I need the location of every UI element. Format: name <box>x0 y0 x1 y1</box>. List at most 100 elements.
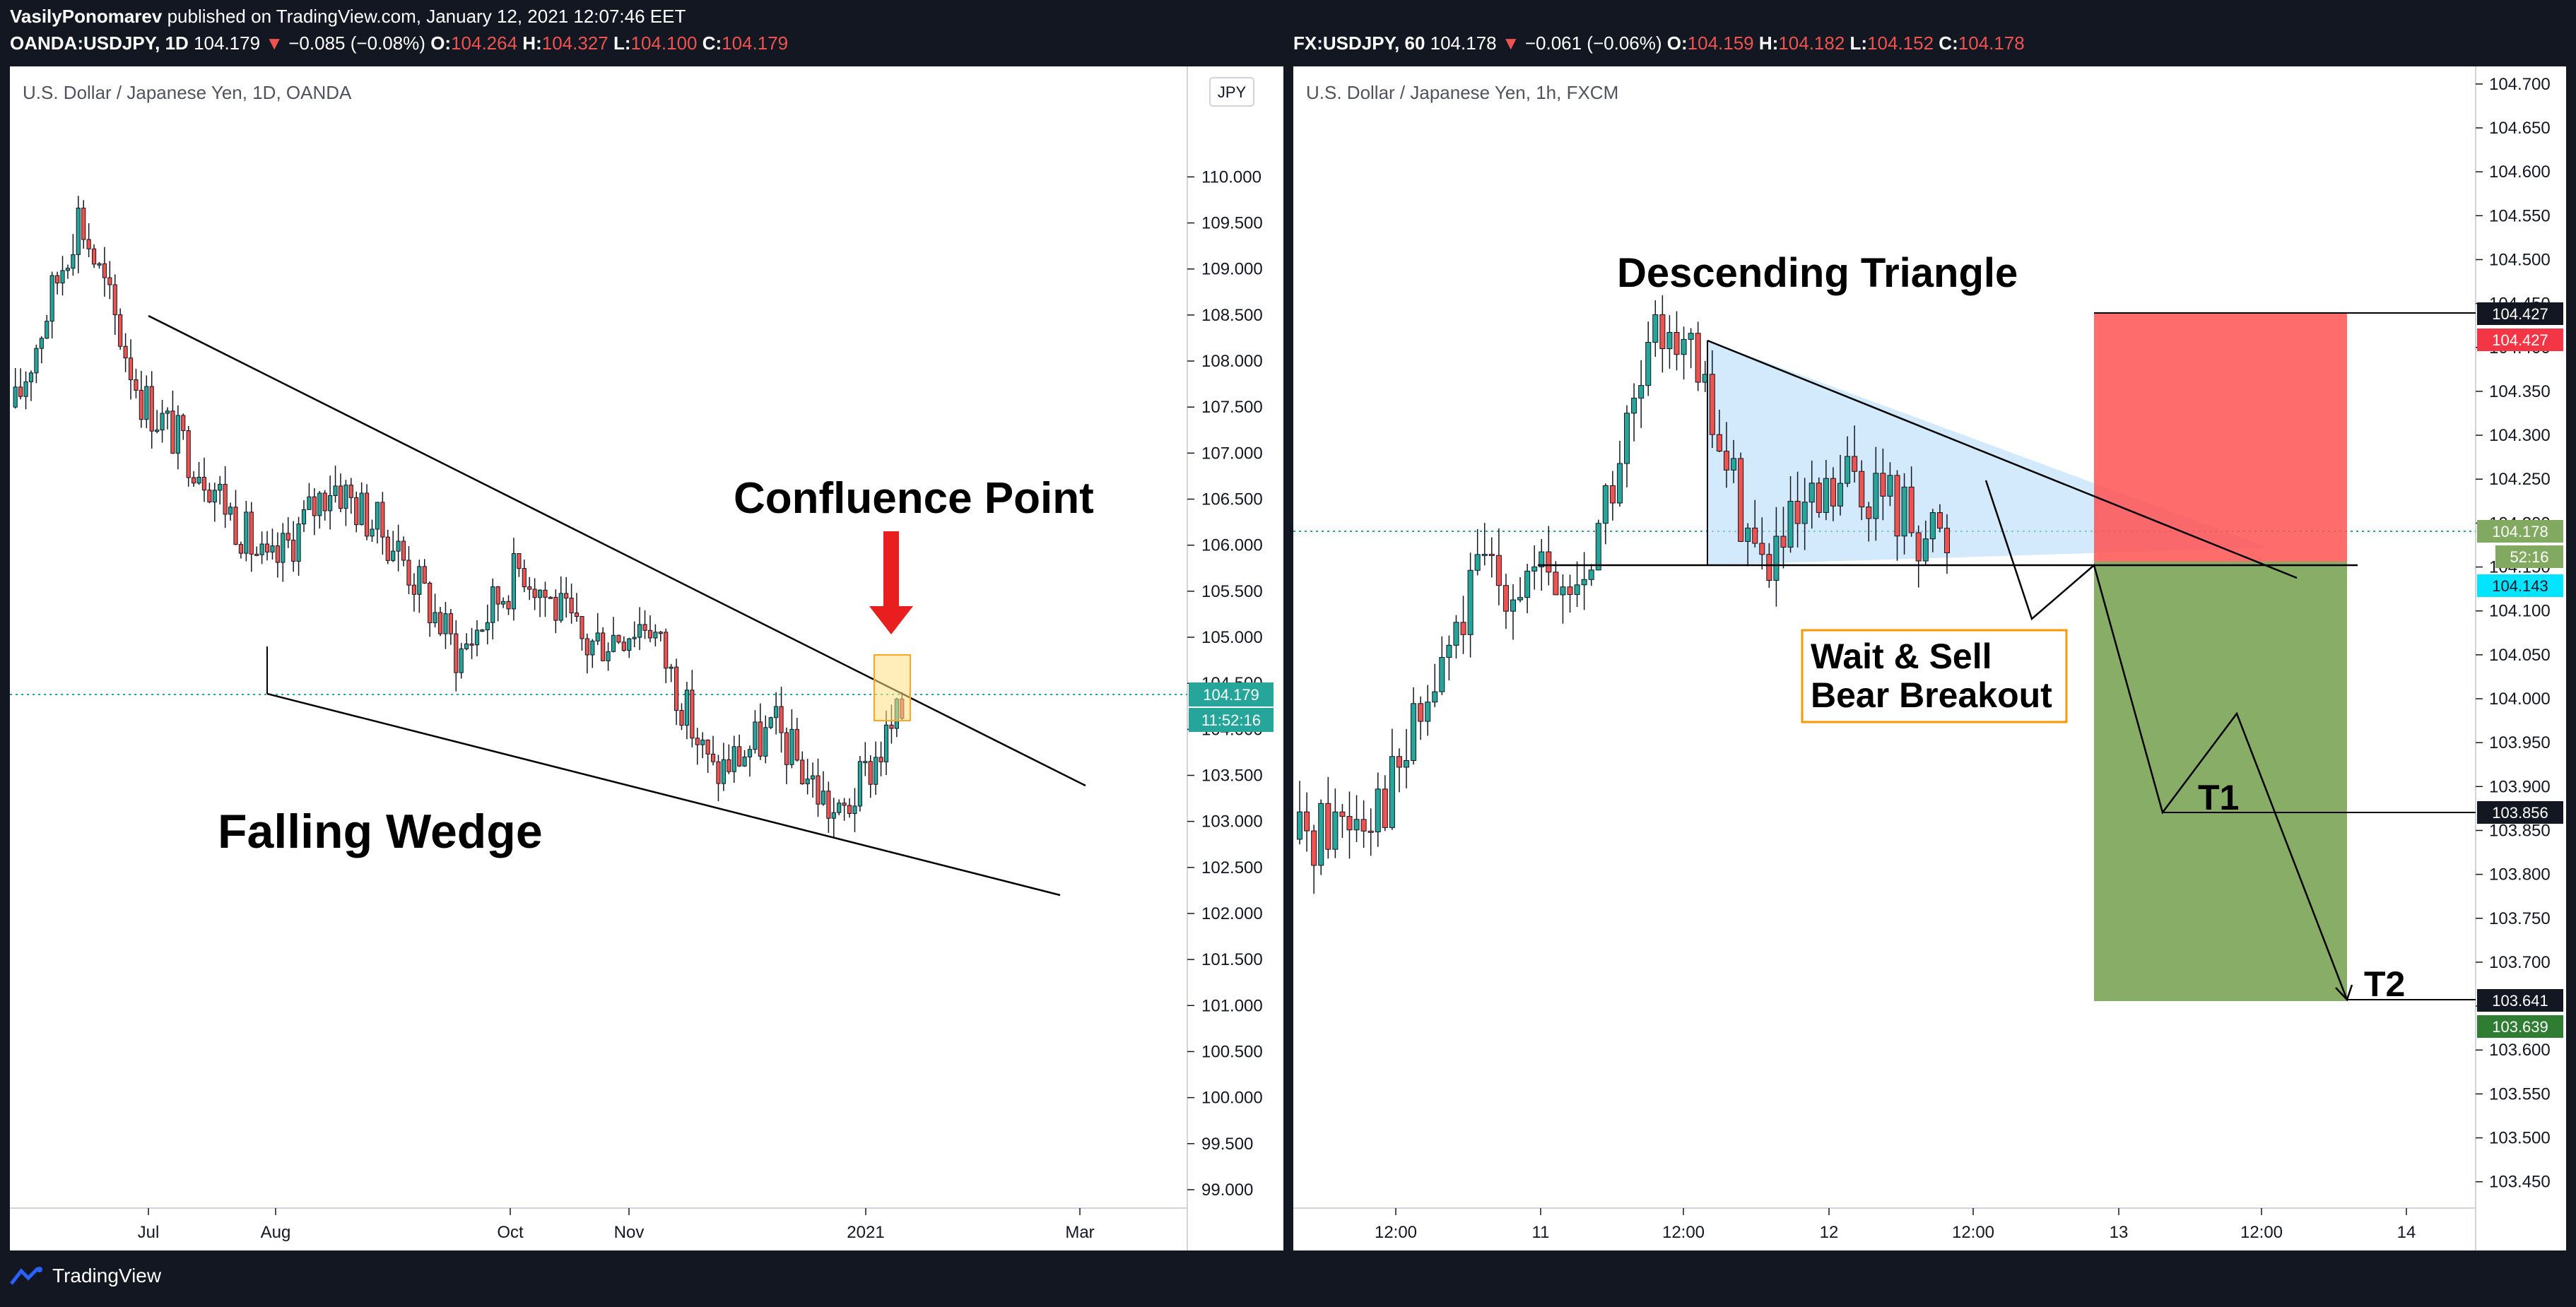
candle-body <box>847 805 852 814</box>
triangle-resistance-line[interactable] <box>1707 339 2298 579</box>
candle-body <box>558 593 563 621</box>
right-close: 104.178 <box>1958 32 2025 54</box>
candle-body <box>826 791 831 819</box>
price-tick-label: 104.300 <box>2489 426 2551 445</box>
price-tick-label: 105.500 <box>1201 582 1263 601</box>
right-chart[interactable]: U.S. Dollar / Japanese Yen, 1h, FXCM 103… <box>1293 66 2566 1250</box>
candle-body <box>1553 572 1559 596</box>
candle-body <box>370 528 375 537</box>
footer-brand-name: TradingView <box>52 1265 162 1287</box>
candle-body <box>1353 819 1360 831</box>
candle-body <box>1567 586 1573 596</box>
stop-loss-zone[interactable] <box>2094 313 2347 562</box>
time-tick-label: Mar <box>1065 1223 1094 1242</box>
tag-stop-black: 104.427 <box>2492 305 2548 323</box>
candle-body <box>1716 434 1722 452</box>
price-tick-label: 108.000 <box>1201 352 1263 371</box>
candle-body <box>71 254 76 269</box>
tag-t2-green: 103.639 <box>2492 1018 2548 1036</box>
candle-body <box>1360 819 1367 832</box>
candle-body <box>244 511 249 554</box>
candle-body <box>674 666 679 711</box>
left-symbol[interactable]: OANDA:USDJPY, 1D <box>10 32 189 54</box>
time-tick-label: 12:00 <box>1375 1223 1417 1242</box>
candle-body <box>611 634 616 652</box>
price-tick-label: 103.550 <box>2489 1084 2551 1104</box>
right-symbol[interactable]: FX:USDJPY, 60 <box>1293 32 1425 54</box>
candle-body <box>543 589 548 598</box>
candle-body <box>437 612 443 634</box>
candle-body <box>1439 657 1445 692</box>
candle-body <box>831 812 836 819</box>
candle-body <box>1609 485 1616 504</box>
candle-body <box>296 524 301 562</box>
candle-body <box>364 492 370 537</box>
candle-body <box>23 381 28 397</box>
candle-body <box>259 543 264 555</box>
currency-button[interactable] <box>1209 77 1254 107</box>
candle-body <box>1396 756 1402 768</box>
candle-body <box>621 641 626 651</box>
candle-body <box>464 643 469 649</box>
time-tick-label: Jul <box>138 1223 160 1242</box>
candle-body <box>569 598 574 614</box>
candle-body <box>307 496 312 510</box>
candle-body <box>28 372 34 382</box>
right-symbol-info: FX:USDJPY, 60 104.178 ▼ −0.061 (−0.06%) … <box>1293 32 2025 54</box>
wait-sell-box[interactable] <box>1801 629 2068 723</box>
right-chart-title: U.S. Dollar / Japanese Yen, 1h, FXCM <box>1306 82 1618 103</box>
author-name[interactable]: VasilyPonomarev <box>10 6 163 27</box>
tradingview-logo-icon <box>10 1267 42 1285</box>
time-tick-label: Nov <box>614 1223 645 1242</box>
candle-body <box>768 717 773 728</box>
projected-path[interactable] <box>1984 480 2348 1000</box>
candle-body <box>264 543 270 552</box>
candle-body <box>837 803 842 813</box>
time-tick-label: 12 <box>1820 1223 1839 1242</box>
candle-body <box>1467 569 1474 635</box>
candle-body <box>175 415 180 454</box>
candle-body <box>1411 703 1417 762</box>
descending-triangle-label: Descending Triangle <box>1617 250 2018 296</box>
price-tick-label: 103.800 <box>2489 865 2551 885</box>
candle-body <box>1809 483 1815 503</box>
candle-body <box>522 568 527 588</box>
price-tick-label: 103.950 <box>2489 733 2551 752</box>
candle-body <box>763 727 768 757</box>
footer-brand[interactable]: TradingView <box>10 1265 161 1287</box>
left-last: 104.179 <box>194 32 261 54</box>
time-tick-label: Aug <box>261 1223 291 1242</box>
candle-body <box>616 634 621 643</box>
candle-body <box>322 492 327 511</box>
price-tick-label: 105.000 <box>1201 628 1263 647</box>
left-price-ticks: 99.000 99.500 100.000 100.500 101.000 101.500… <box>1187 167 1263 1200</box>
candle-body <box>1674 332 1680 355</box>
wedge-upper-line[interactable] <box>148 314 1086 787</box>
candle-body <box>684 690 690 726</box>
candle-body <box>1738 458 1744 542</box>
candle-body <box>1389 756 1395 828</box>
candle-body <box>658 632 663 634</box>
confluence-highlight-box[interactable] <box>874 654 911 721</box>
price-tick-label: 103.750 <box>2489 909 2551 928</box>
price-tick-label: 108.500 <box>1201 306 1263 325</box>
candle-body <box>1915 532 1922 562</box>
candle-body <box>1574 584 1580 596</box>
wedge-lower-line[interactable] <box>266 692 1061 897</box>
candle-body <box>1894 475 1900 537</box>
candle-body <box>1943 528 1950 553</box>
candle-body <box>690 690 695 739</box>
candle-body <box>480 629 485 632</box>
price-tick-label: 107.000 <box>1201 444 1263 463</box>
candle-body <box>1852 456 1858 472</box>
left-chart[interactable]: U.S. Dollar / Japanese Yen, 1D, OANDA JP… <box>10 66 1283 1250</box>
candle-body <box>343 485 348 509</box>
price-tick-label: 99.000 <box>1201 1181 1253 1200</box>
candle-body <box>727 759 731 772</box>
take-profit-zone[interactable] <box>2094 562 2347 1001</box>
candle-body <box>1759 543 1765 555</box>
candle-body <box>737 746 742 767</box>
candle-body <box>1595 523 1601 571</box>
price-tick-label: 99.500 <box>1201 1135 1253 1154</box>
